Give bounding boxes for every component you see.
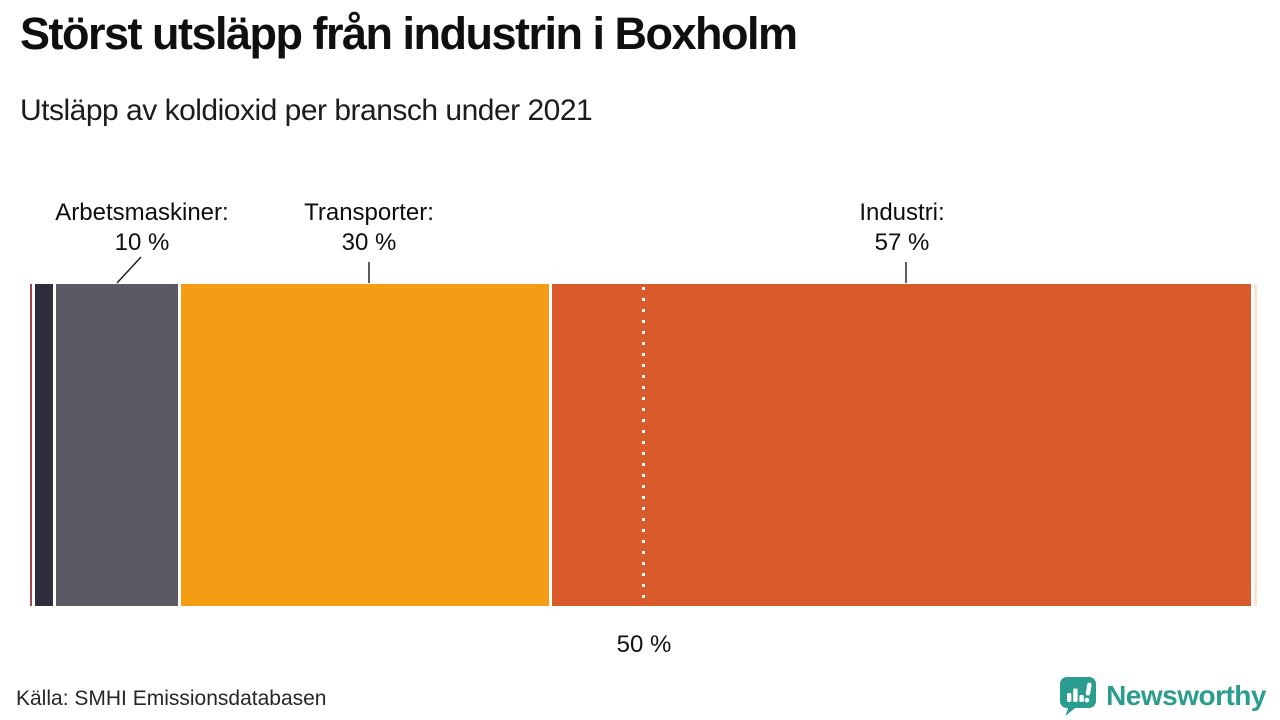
bar-segment-industri <box>552 284 1251 606</box>
newsworthy-logo-text: Newsworthy <box>1106 679 1266 711</box>
callout-label: Industri: <box>859 199 945 226</box>
callout-value: 57 % <box>874 229 930 256</box>
bar-segment <box>30 284 33 606</box>
chart-title: Störst utsläpp från industrin i Boxholm <box>20 8 798 59</box>
chart-bar-1 <box>1067 693 1072 702</box>
bar-segment <box>1253 284 1257 606</box>
callout-label: Arbetsmaskiner: <box>55 199 229 226</box>
callout-industri: Industri: 57 % <box>822 198 982 258</box>
callout-arbetsmaskiner: Arbetsmaskiner: 10 % <box>17 198 267 258</box>
reference-line-50pct <box>642 287 645 605</box>
exclamation-mark <box>1084 682 1092 703</box>
bar-segment <box>35 284 53 606</box>
bar-segment-transporter <box>181 284 550 606</box>
callout-value: 30 % <box>341 229 397 256</box>
chart-bar-3 <box>1079 695 1084 702</box>
reference-line-label: 50 % <box>616 631 672 658</box>
callout-value: 10 % <box>114 229 170 256</box>
newsworthy-logo: Newsworthy <box>1058 675 1266 716</box>
callout-label: Transporter: <box>304 199 434 226</box>
chart-subtitle: Utsläpp av koldioxid per bransch under 2… <box>20 94 593 127</box>
source-credit: Källa: SMHI Emissionsdatabasen <box>16 687 327 710</box>
newsworthy-logo-icon <box>1060 677 1097 716</box>
chart-bar-2 <box>1073 688 1078 702</box>
stacked-bar <box>30 284 1257 606</box>
callout-transporter: Transporter: 30 % <box>289 198 449 258</box>
speech-bubble-shape <box>1060 677 1097 716</box>
bar-segment-arbetsmaskiner <box>55 284 179 606</box>
